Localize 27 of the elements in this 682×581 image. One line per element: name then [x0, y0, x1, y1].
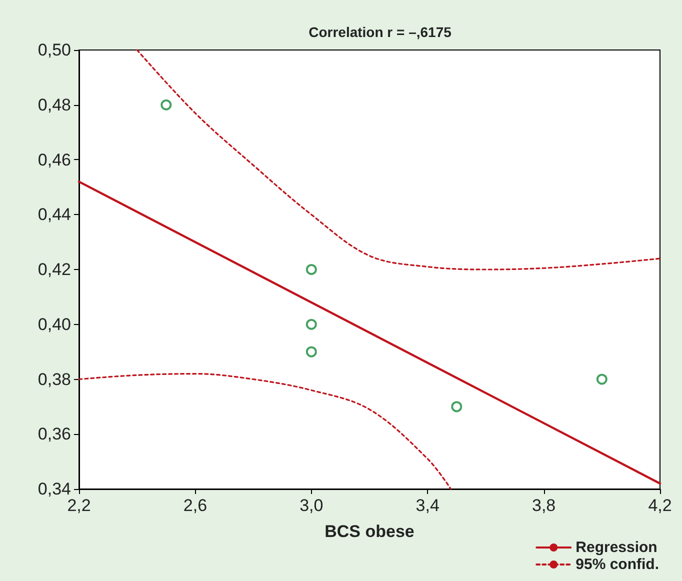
legend-label: Regression [576, 539, 658, 556]
y-tick-label: 0,34 [38, 480, 71, 498]
y-tick-label: 0,36 [38, 424, 71, 444]
y-tick-label: 0,46 [38, 150, 71, 170]
line-series [78, 372, 452, 490]
chart-title: Correlation r = –,6175 [308, 24, 452, 40]
point [160, 99, 172, 110]
y-tick-label: 0,38 [38, 370, 71, 389]
x-tick-label: 3,4 [416, 496, 440, 515]
x-tick-label: 4,2 [648, 496, 672, 515]
line-series [136, 49, 661, 270]
y-tick-label: 0,50 [38, 40, 71, 60]
y-tick-label: 0,44 [38, 205, 71, 224]
y-tick-label: 0,48 [38, 95, 71, 114]
y-tick-label: 0,42 [38, 260, 71, 279]
x-tick-label: 2,2 [67, 496, 91, 515]
x-tick-label: 3,0 [300, 496, 324, 515]
point [306, 318, 317, 330]
point [451, 401, 462, 412]
legend-label: 95% confid. [576, 556, 660, 573]
y-tick-label: 0,40 [38, 314, 71, 334]
x-tick-label: 3,8 [532, 496, 556, 515]
x-axis-title: BCS obese [324, 522, 414, 541]
x-tick-label: 2,6 [183, 496, 208, 515]
point [306, 264, 317, 275]
point [306, 346, 317, 358]
point [596, 374, 608, 385]
